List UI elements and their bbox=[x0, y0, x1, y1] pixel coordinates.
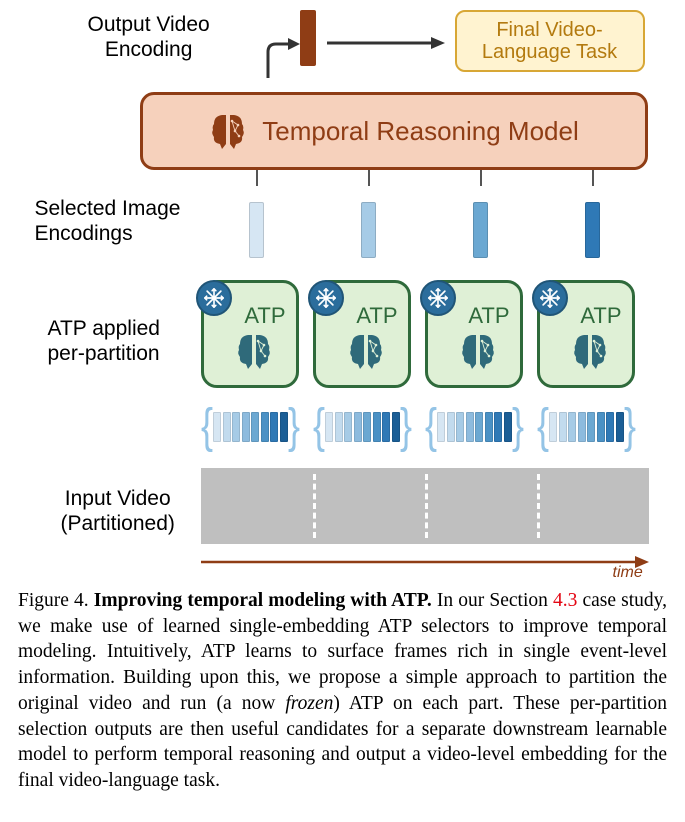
partition-divider bbox=[537, 474, 540, 538]
atp-row: ATP ATP ATP ATP bbox=[201, 266, 661, 394]
brace-row: {}{}{}{} bbox=[201, 402, 661, 452]
partition-candidate-set: {} bbox=[313, 402, 413, 452]
caption-fignum: Figure 4. bbox=[18, 590, 94, 611]
brace-right: } bbox=[624, 404, 636, 450]
final-task-l1: Final Video- bbox=[496, 19, 602, 41]
brace-left: { bbox=[425, 404, 437, 450]
connector-line bbox=[480, 170, 482, 186]
brace-left: { bbox=[313, 404, 325, 450]
temporal-reasoning-box: Temporal Reasoning Model bbox=[140, 92, 648, 170]
label-selected-encodings: Selected Image Encodings bbox=[35, 196, 181, 246]
snowflake-icon bbox=[308, 280, 344, 316]
brain-icon bbox=[234, 331, 274, 371]
brace-right: } bbox=[288, 404, 300, 450]
label-input-l2: (Partitioned) bbox=[61, 512, 175, 535]
selected-encoding-bar bbox=[361, 202, 376, 258]
brain-icon bbox=[346, 331, 386, 371]
brace-right: } bbox=[512, 404, 524, 450]
partition-divider bbox=[313, 474, 316, 538]
snowflake-icon bbox=[420, 280, 456, 316]
candidate-encodings bbox=[213, 412, 288, 442]
input-video-strip bbox=[201, 468, 649, 544]
connector-line bbox=[256, 170, 258, 186]
label-input-video: Input Video (Partitioned) bbox=[61, 486, 175, 536]
partition-divider bbox=[425, 474, 428, 538]
figure: Output Video Encoding Selected Image Enc… bbox=[18, 8, 667, 794]
selected-encoding-bar bbox=[585, 202, 600, 258]
candidate-encodings bbox=[549, 412, 624, 442]
partition-candidate-set: {} bbox=[425, 402, 525, 452]
diagram: Output Video Encoding Selected Image Enc… bbox=[23, 8, 663, 578]
temporal-reasoning-label: Temporal Reasoning Model bbox=[262, 116, 579, 147]
brace-right: } bbox=[400, 404, 412, 450]
time-label: time bbox=[613, 564, 643, 582]
brain-icon bbox=[458, 331, 498, 371]
figure-caption: Figure 4. Improving temporal modeling wi… bbox=[18, 588, 667, 794]
partition-candidate-set: {} bbox=[537, 402, 637, 452]
snowflake-icon bbox=[196, 280, 232, 316]
candidate-encodings bbox=[325, 412, 400, 442]
final-task-box: Final Video- Language Task bbox=[455, 10, 645, 72]
caption-secref: 4.3 bbox=[553, 590, 577, 611]
atp-box-label: ATP bbox=[356, 303, 397, 329]
atp-box: ATP bbox=[313, 280, 411, 388]
atp-box: ATP bbox=[201, 280, 299, 388]
partition-candidate-set: {} bbox=[201, 402, 301, 452]
final-task-l2: Language Task bbox=[482, 41, 617, 63]
atp-box-label: ATP bbox=[244, 303, 285, 329]
atp-box-label: ATP bbox=[580, 303, 621, 329]
brain-icon bbox=[208, 111, 248, 151]
selected-encoding-bar bbox=[473, 202, 488, 258]
time-axis bbox=[201, 554, 649, 570]
arrow-to-final bbox=[327, 36, 445, 48]
label-output-l2: Encoding bbox=[105, 38, 193, 61]
label-selected-l1: Selected Image bbox=[35, 197, 181, 220]
atp-box: ATP bbox=[537, 280, 635, 388]
candidate-encodings bbox=[437, 412, 512, 442]
label-selected-l2: Encodings bbox=[35, 222, 133, 245]
brace-left: { bbox=[537, 404, 549, 450]
label-atp-applied: ATP applied per-partition bbox=[48, 316, 160, 366]
brain-icon bbox=[570, 331, 610, 371]
brace-left: { bbox=[201, 404, 213, 450]
connector-line bbox=[592, 170, 594, 186]
selected-encoding-bar bbox=[249, 202, 264, 258]
caption-b1a: In our Section bbox=[432, 590, 553, 611]
output-encoding-bar bbox=[300, 10, 316, 66]
atp-box: ATP bbox=[425, 280, 523, 388]
atp-box-label: ATP bbox=[468, 303, 509, 329]
label-output-l1: Output Video bbox=[88, 13, 210, 36]
connector-line bbox=[368, 170, 370, 186]
label-output-encoding: Output Video Encoding bbox=[88, 12, 210, 62]
label-input-l1: Input Video bbox=[65, 487, 171, 510]
caption-title: Improving temporal modeling with ATP. bbox=[94, 590, 432, 611]
bent-arrow bbox=[262, 38, 300, 78]
snowflake-icon bbox=[532, 280, 568, 316]
caption-frozen: frozen bbox=[285, 693, 333, 714]
selected-encodings-row bbox=[213, 178, 653, 258]
label-atp-l2: per-partition bbox=[48, 342, 160, 365]
label-atp-l1: ATP applied bbox=[48, 317, 160, 340]
